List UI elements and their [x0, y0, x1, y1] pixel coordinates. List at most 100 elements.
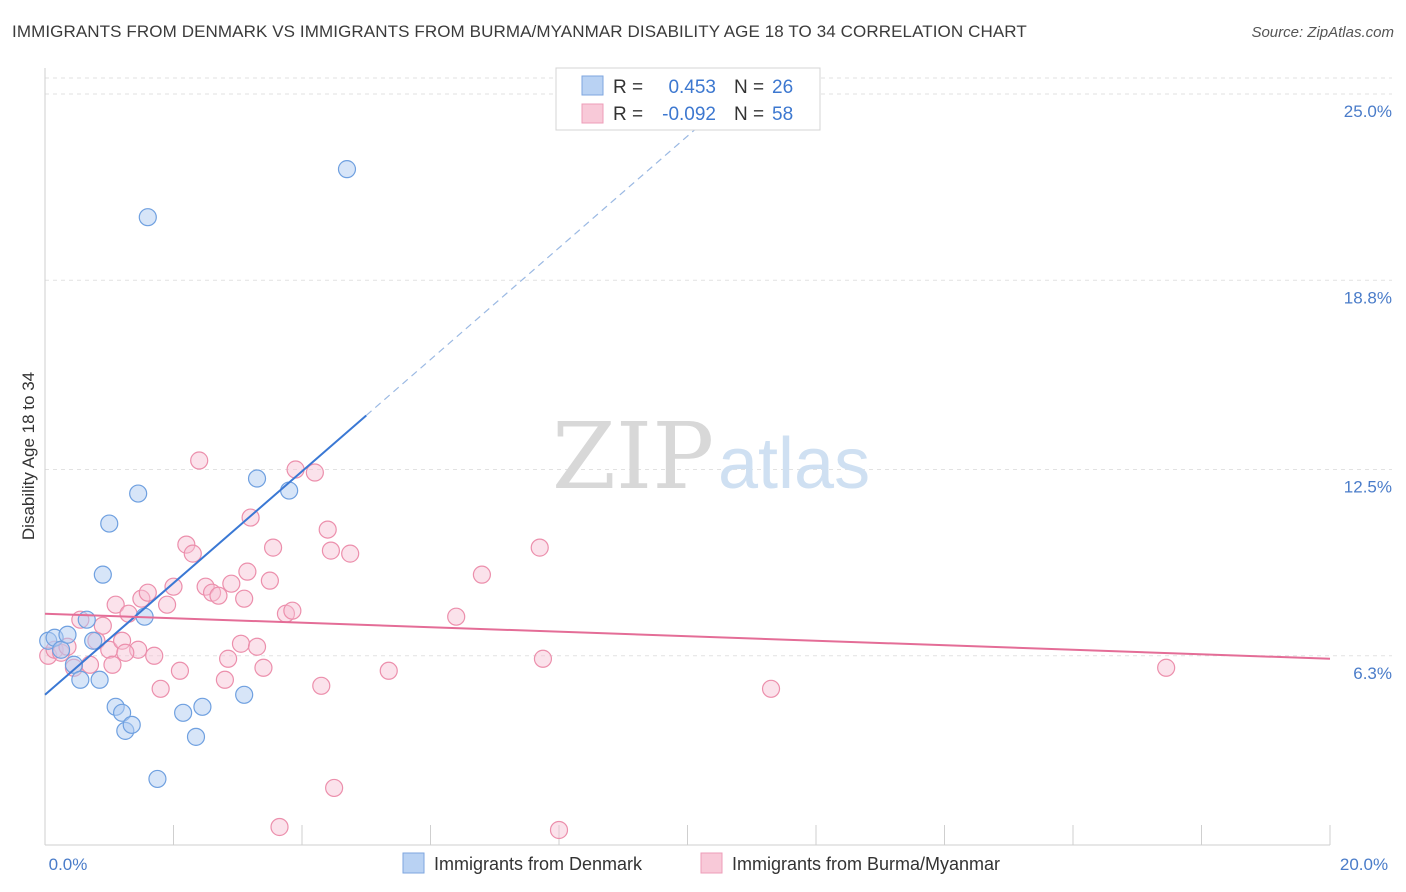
legend-n-label-1: N = — [734, 77, 764, 98]
burma-point — [190, 451, 209, 470]
burma-point — [238, 562, 257, 581]
denmark-point — [84, 631, 103, 650]
denmark-point — [51, 640, 71, 659]
bottom-legend-swatch-burma — [700, 852, 723, 874]
burma-point — [321, 541, 341, 560]
burma-point — [472, 565, 491, 584]
denmark-point — [58, 625, 77, 644]
burma-point — [761, 679, 781, 698]
denmark-point — [235, 685, 254, 704]
denmark-point — [174, 703, 193, 722]
burma-point — [112, 631, 132, 650]
denmark-point — [129, 484, 148, 503]
burma-point — [151, 679, 170, 698]
stats-legend: R = 0.453 N = 26 R = -0.092 N = 58 — [555, 67, 821, 131]
burma-point — [138, 583, 157, 602]
legend-n-value-1: 26 — [772, 77, 793, 98]
burma-point — [447, 607, 466, 626]
legend-r-value-1: 0.453 — [668, 77, 716, 98]
denmark-point — [337, 160, 357, 179]
burma-point — [1157, 658, 1176, 677]
denmark-point — [77, 610, 96, 629]
burma-point — [209, 586, 228, 605]
denmark-point — [138, 208, 157, 227]
burma-point — [80, 655, 100, 674]
y-axis-title: Disability Age 18 to 34 — [19, 372, 38, 540]
denmark-point — [193, 697, 212, 716]
legend-n-label-2: N = — [734, 104, 764, 125]
bottom-legend-label-denmark: Immigrants from Denmark — [434, 854, 643, 874]
series-legend: Immigrants from Denmark Immigrants from … — [402, 852, 1000, 874]
burma-point — [318, 520, 337, 539]
watermark-zip: ZIP — [552, 403, 714, 510]
y-tick-label: 18.8% — [1344, 288, 1392, 307]
burma-point — [533, 649, 553, 668]
burma-point — [145, 646, 164, 665]
burma-point — [247, 637, 267, 656]
burma-point — [312, 676, 331, 695]
denmark-point — [71, 670, 90, 689]
burma-point — [157, 595, 177, 614]
legend-n-value-2: 58 — [772, 104, 793, 125]
denmark-point — [90, 670, 109, 689]
denmark-point — [64, 655, 84, 674]
x-tick-label-min: 0.0% — [49, 855, 88, 874]
denmark-point — [247, 469, 267, 488]
denmark-point — [112, 703, 132, 722]
burma-point — [263, 538, 283, 557]
denmark-points — [39, 160, 357, 789]
burma-point — [231, 634, 251, 653]
axes — [44, 68, 1331, 846]
legend-r-label-2: R = — [613, 104, 643, 125]
burma-point — [283, 601, 302, 620]
burma-point — [116, 643, 135, 662]
burma-point — [103, 655, 122, 674]
burma-point — [222, 574, 241, 593]
trend-lines — [44, 118, 1331, 696]
denmark-point — [280, 481, 299, 500]
denmark-point — [186, 727, 206, 746]
burma-point — [286, 460, 305, 479]
denmark-point — [122, 715, 141, 734]
legend-r-value-2: -0.092 — [662, 104, 716, 125]
burma-point — [164, 577, 183, 596]
denmark-point — [93, 565, 112, 584]
bottom-legend-swatch-denmark — [402, 852, 425, 874]
burma-point — [219, 649, 238, 668]
burma-point — [254, 658, 273, 677]
legend-swatch-burma — [581, 103, 604, 124]
denmark-point — [148, 769, 167, 789]
legend-r-label-1: R = — [613, 77, 643, 98]
x-tick-label-max: 20.0% — [1340, 855, 1388, 874]
burma-point — [305, 463, 324, 482]
burma-point — [379, 661, 398, 680]
chart-title: IMMIGRANTS FROM DENMARK VS IMMIGRANTS FR… — [12, 22, 1027, 41]
y-tick-label: 12.5% — [1344, 478, 1392, 497]
burma-point — [183, 544, 202, 563]
burma-trend-line — [44, 612, 1331, 660]
denmark-trend-line — [44, 414, 367, 696]
x-tick-labels: 0.0% 20.0% — [49, 855, 1388, 874]
burma-point — [106, 595, 125, 614]
y-tick-label: 6.3% — [1353, 664, 1392, 683]
source-label: Source: ZipAtlas.com — [1251, 24, 1394, 41]
legend-swatch-denmark — [581, 75, 604, 96]
burma-point — [119, 604, 138, 623]
burma-point — [177, 535, 196, 554]
burma-point — [170, 661, 190, 680]
y-tick-label: 25.0% — [1344, 102, 1392, 121]
bottom-legend-label-burma: Immigrants from Burma/Myanmar — [732, 854, 1000, 874]
burma-point — [260, 571, 279, 590]
denmark-point — [100, 514, 119, 533]
burma-point — [341, 544, 360, 563]
burma-point — [549, 820, 569, 840]
burma-point — [235, 589, 254, 608]
y-tick-labels: 6.3% 12.5% 18.8% 25.0% — [1344, 102, 1392, 683]
burma-point — [215, 670, 234, 689]
burma-point — [270, 817, 289, 837]
watermark-atlas: atlas — [718, 424, 870, 504]
burma-point — [93, 616, 112, 635]
denmark-trend-extension — [365, 118, 708, 416]
burma-point — [325, 778, 344, 798]
